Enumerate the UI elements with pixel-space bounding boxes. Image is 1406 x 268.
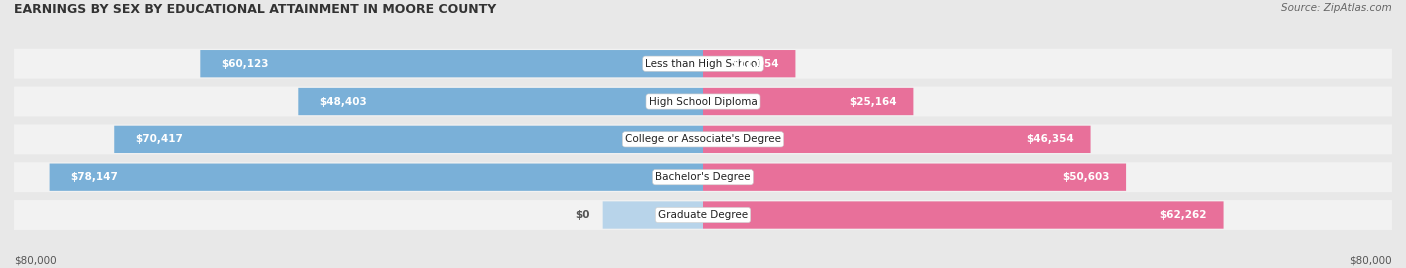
Text: $80,000: $80,000 <box>1350 255 1392 265</box>
Text: $60,123: $60,123 <box>221 59 269 69</box>
Text: $0: $0 <box>575 210 591 220</box>
Text: $70,417: $70,417 <box>135 134 183 144</box>
FancyBboxPatch shape <box>603 201 703 229</box>
FancyBboxPatch shape <box>49 163 703 191</box>
Text: Graduate Degree: Graduate Degree <box>658 210 748 220</box>
Text: $62,262: $62,262 <box>1160 210 1206 220</box>
FancyBboxPatch shape <box>703 201 1223 229</box>
Text: Less than High School: Less than High School <box>645 59 761 69</box>
Text: High School Diploma: High School Diploma <box>648 96 758 106</box>
FancyBboxPatch shape <box>703 163 1126 191</box>
Text: $11,054: $11,054 <box>731 59 779 69</box>
Text: $48,403: $48,403 <box>319 96 367 106</box>
FancyBboxPatch shape <box>703 50 796 77</box>
FancyBboxPatch shape <box>14 162 1392 192</box>
FancyBboxPatch shape <box>14 200 1392 230</box>
FancyBboxPatch shape <box>14 124 1392 154</box>
Text: $78,147: $78,147 <box>70 172 118 182</box>
Text: EARNINGS BY SEX BY EDUCATIONAL ATTAINMENT IN MOORE COUNTY: EARNINGS BY SEX BY EDUCATIONAL ATTAINMEN… <box>14 3 496 16</box>
Text: $25,164: $25,164 <box>849 96 897 106</box>
FancyBboxPatch shape <box>114 126 703 153</box>
FancyBboxPatch shape <box>14 49 1392 79</box>
Text: $80,000: $80,000 <box>14 255 56 265</box>
Text: Source: ZipAtlas.com: Source: ZipAtlas.com <box>1281 3 1392 13</box>
FancyBboxPatch shape <box>200 50 703 77</box>
FancyBboxPatch shape <box>298 88 703 115</box>
Text: College or Associate's Degree: College or Associate's Degree <box>626 134 780 144</box>
FancyBboxPatch shape <box>14 87 1392 117</box>
Text: $50,603: $50,603 <box>1062 172 1109 182</box>
Text: Bachelor's Degree: Bachelor's Degree <box>655 172 751 182</box>
FancyBboxPatch shape <box>703 126 1091 153</box>
FancyBboxPatch shape <box>703 88 914 115</box>
Text: $46,354: $46,354 <box>1026 134 1074 144</box>
